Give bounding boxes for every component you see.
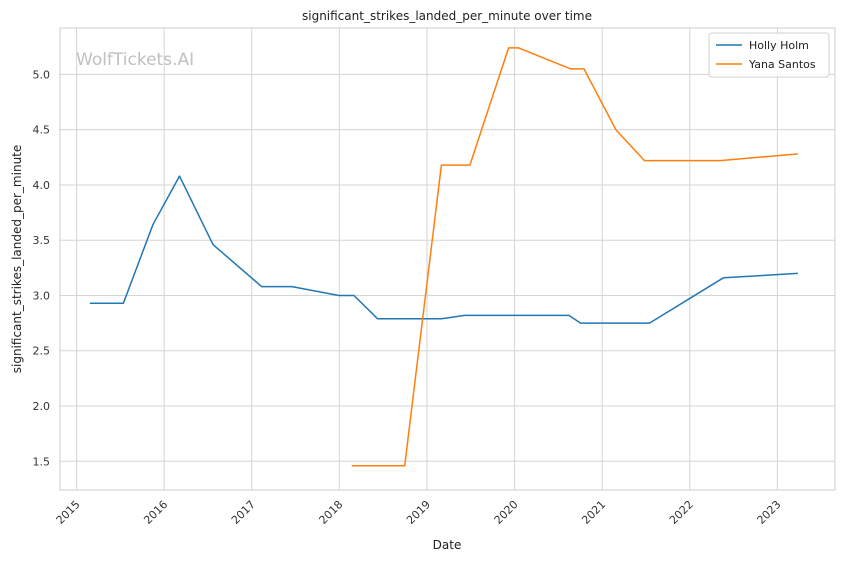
y-tick-label: 4.0 bbox=[33, 179, 51, 192]
chart-title: significant_strikes_landed_per_minute ov… bbox=[302, 9, 592, 23]
y-tick-label: 4.5 bbox=[33, 124, 51, 137]
x-tick-label: 2016 bbox=[141, 498, 170, 527]
x-tick-label: 2019 bbox=[404, 498, 433, 527]
plot-frame bbox=[59, 27, 836, 491]
x-tick-label: 2015 bbox=[54, 498, 83, 527]
x-axis-ticks: 2015 2016 2017 2018 2019 2020 2021 2022 2023 bbox=[54, 498, 784, 527]
grid bbox=[60, 28, 835, 490]
x-axis-title: Date bbox=[433, 538, 462, 552]
watermark-text: WolfTickets.AI bbox=[76, 50, 194, 70]
y-tick-label: 5.0 bbox=[33, 68, 51, 81]
legend-label: Yana Santos bbox=[748, 58, 816, 71]
y-axis-ticks: 1.5 2.0 2.5 3.0 3.5 4.0 4.5 5.0 bbox=[33, 68, 51, 468]
y-tick-label: 3.5 bbox=[33, 234, 51, 247]
legend: Holly Holm Yana Santos bbox=[708, 32, 830, 78]
y-tick-label: 1.5 bbox=[33, 455, 51, 468]
series-line-1 bbox=[89, 175, 799, 324]
x-tick-label: 2023 bbox=[755, 498, 784, 527]
y-tick-label: 2.0 bbox=[33, 400, 51, 413]
x-tick-label: 2021 bbox=[579, 498, 608, 527]
x-tick-label: 2017 bbox=[229, 498, 258, 527]
y-tick-label: 2.5 bbox=[33, 345, 51, 358]
series-line-2 bbox=[351, 47, 799, 467]
legend-box bbox=[708, 32, 830, 78]
x-tick-label: 2022 bbox=[667, 498, 696, 527]
y-axis-title: significant_strikes_landed_per_minute bbox=[10, 145, 24, 374]
series-lines bbox=[89, 47, 799, 467]
x-tick-label: 2020 bbox=[492, 498, 521, 527]
legend-label: Holly Holm bbox=[749, 39, 809, 52]
y-tick-label: 3.0 bbox=[33, 289, 51, 302]
x-tick-label: 2018 bbox=[317, 498, 346, 527]
